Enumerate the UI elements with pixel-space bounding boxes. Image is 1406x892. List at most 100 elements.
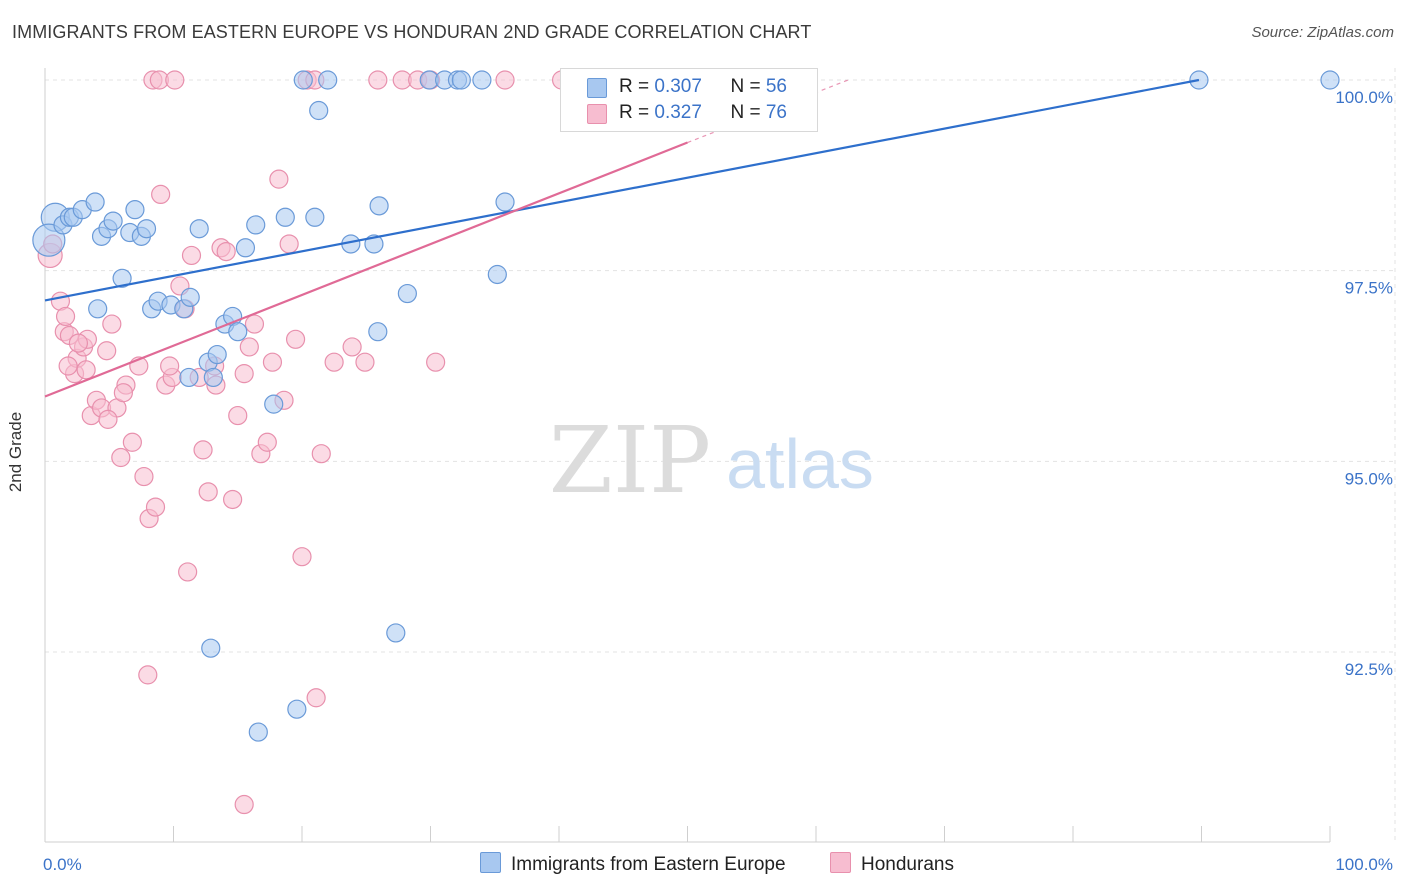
bottom-legend-swatch-pink — [830, 852, 851, 873]
point-eastern-europe — [189, 219, 209, 239]
data-points — [32, 70, 1340, 815]
point-eastern-europe — [85, 192, 105, 212]
point-hondurans — [216, 242, 236, 262]
point-hondurans — [160, 356, 180, 376]
point-eastern-europe — [235, 238, 256, 258]
point-hondurans — [102, 314, 122, 334]
point-eastern-europe — [201, 638, 221, 658]
point-hondurans — [138, 665, 158, 685]
y-tick-label: 100.0% — [1335, 88, 1393, 107]
legend-n-value: 56 — [765, 76, 787, 97]
point-hondurans — [324, 352, 344, 372]
point-eastern-europe — [103, 211, 123, 231]
point-eastern-europe — [397, 283, 417, 304]
point-eastern-europe — [275, 207, 295, 227]
point-eastern-europe — [451, 70, 471, 90]
y-tick-label: 97.5% — [1345, 279, 1393, 298]
point-eastern-europe — [112, 268, 132, 288]
point-hondurans — [145, 497, 166, 517]
bottom-legend-hondurans: Hondurans — [830, 852, 954, 876]
point-hondurans — [306, 688, 326, 708]
point-hondurans — [355, 352, 375, 372]
point-hondurans — [292, 547, 312, 567]
point-hondurans — [151, 184, 171, 204]
tick-labels: 100.0% 97.5% 95.0% 92.5% 0.0% 100.0% — [43, 88, 1393, 874]
point-hondurans — [181, 245, 202, 266]
point-hondurans — [198, 482, 218, 502]
legend-n-label: N = — [730, 76, 766, 97]
point-hondurans — [257, 432, 277, 452]
point-hondurans — [76, 360, 96, 380]
point-eastern-europe — [369, 196, 389, 216]
point-eastern-europe — [179, 367, 199, 388]
trend-line-eastern-europe — [44, 78, 1200, 302]
source-label: Source: ZipAtlas.com — [1251, 24, 1394, 41]
point-hondurans — [234, 364, 254, 384]
point-eastern-europe — [264, 394, 284, 414]
legend-swatch-pink — [587, 104, 607, 124]
point-eastern-europe — [248, 722, 268, 742]
point-eastern-europe — [305, 207, 325, 227]
point-eastern-europe — [287, 699, 307, 719]
y-tick-label: 92.5% — [1345, 660, 1393, 679]
point-hondurans — [98, 409, 118, 429]
watermark: ZIP atlas — [549, 407, 874, 514]
point-hondurans — [426, 352, 446, 372]
point-hondurans — [262, 352, 283, 372]
chart-title: IMMIGRANTS FROM EASTERN EUROPE VS HONDUR… — [12, 22, 812, 42]
point-eastern-europe — [125, 200, 145, 220]
point-eastern-europe — [207, 344, 227, 365]
bottom-legend-label: Immigrants from Eastern Europe — [511, 854, 786, 875]
legend-n-value: 76 — [765, 102, 787, 123]
point-hondurans — [223, 489, 243, 510]
grid-lines — [45, 68, 1396, 842]
point-hondurans — [111, 447, 131, 468]
bottom-legend-eastern-europe: Immigrants from Eastern Europe — [480, 852, 786, 876]
legend-r-label: R = — [619, 102, 655, 123]
point-hondurans — [269, 169, 289, 189]
point-eastern-europe — [228, 322, 248, 342]
axes — [44, 68, 1331, 843]
point-hondurans — [234, 794, 254, 815]
point-eastern-europe — [368, 322, 388, 342]
point-hondurans — [68, 333, 89, 353]
x-tick-label-min: 0.0% — [43, 855, 82, 874]
point-eastern-europe — [136, 219, 157, 239]
point-hondurans — [495, 70, 515, 90]
watermark-zip: ZIP — [549, 407, 711, 514]
point-hondurans — [244, 314, 265, 334]
legend-r-value: 0.327 — [654, 102, 702, 123]
point-hondurans — [311, 444, 331, 464]
legend-r-value: 0.307 — [654, 76, 702, 97]
point-hondurans — [113, 383, 133, 403]
point-hondurans — [178, 562, 198, 582]
watermark-atlas: atlas — [726, 425, 874, 503]
bottom-legend-label: Hondurans — [861, 854, 954, 875]
point-eastern-europe — [318, 70, 338, 90]
point-hondurans — [97, 341, 117, 361]
point-eastern-europe — [487, 264, 507, 285]
x-tick-label-max: 100.0% — [1335, 855, 1393, 874]
point-hondurans — [58, 356, 78, 376]
point-hondurans — [285, 329, 306, 349]
point-eastern-europe — [309, 100, 329, 121]
point-eastern-europe — [1320, 70, 1340, 90]
legend-n-label: N = — [730, 102, 766, 123]
stats-legend: R = 0.307 N = 56 R = 0.327 N = 76 — [560, 68, 818, 132]
point-eastern-europe — [495, 192, 515, 212]
y-tick-label: 95.0% — [1345, 469, 1393, 488]
trend-lines — [44, 78, 1200, 398]
point-hondurans — [239, 337, 259, 357]
point-eastern-europe — [386, 623, 406, 643]
point-hondurans — [368, 70, 388, 90]
point-hondurans — [279, 234, 299, 254]
point-hondurans — [193, 440, 213, 460]
point-eastern-europe — [180, 287, 200, 307]
point-eastern-europe — [246, 215, 266, 235]
point-hondurans — [165, 70, 185, 90]
point-eastern-europe — [472, 70, 492, 90]
bottom-legend-swatch-blue — [480, 852, 501, 873]
point-hondurans — [134, 466, 154, 487]
point-eastern-europe — [293, 70, 313, 90]
